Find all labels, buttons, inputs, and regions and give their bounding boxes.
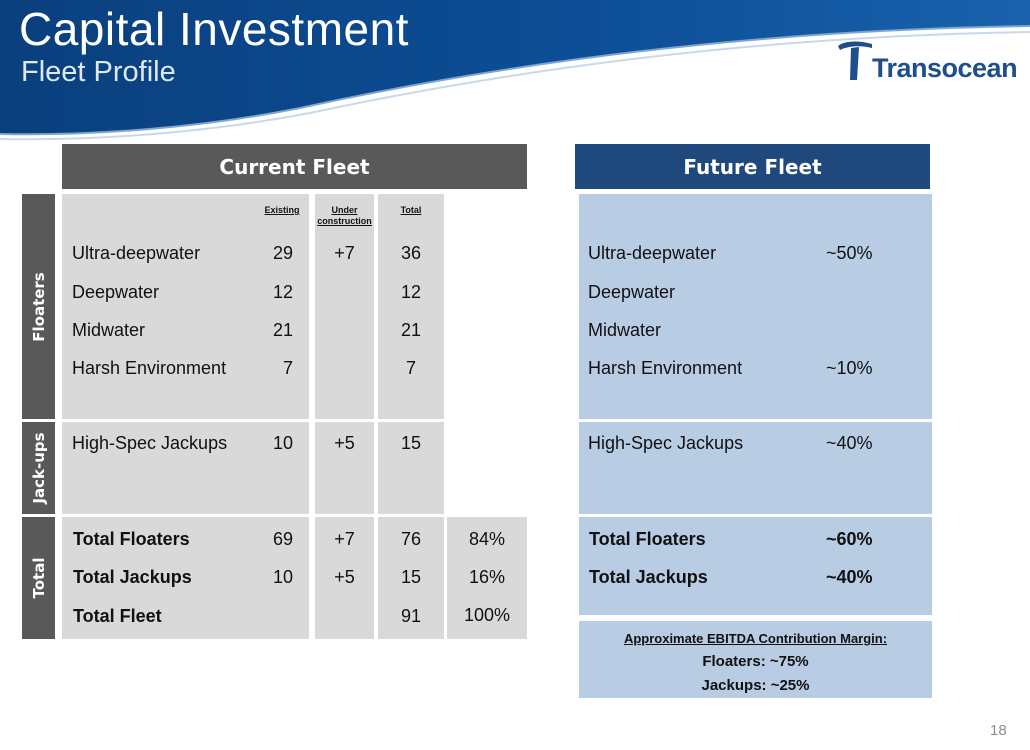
current-row-under: +5 — [334, 433, 355, 453]
future-totals-cell — [579, 517, 932, 615]
current-row-existing: 29 — [272, 243, 293, 263]
current-row-total: 12 — [400, 282, 422, 302]
floaters-section-label: Floaters — [22, 194, 55, 419]
logo-wordmark: Transocean — [872, 53, 1018, 83]
current-row-under: +7 — [334, 243, 355, 263]
current-total-label: Total Floaters — [73, 529, 190, 549]
current-total-pct: 100% — [463, 605, 511, 625]
current-row-label: Ultra-deepwater — [72, 243, 201, 263]
ebitda-floaters: Floaters: ~75% — [702, 653, 809, 670]
future-row-value: ~10% — [826, 358, 873, 378]
current-total-under: +5 — [334, 567, 355, 587]
future-row-label: Ultra-deepwater — [588, 243, 717, 263]
current-row-existing: 21 — [272, 320, 293, 340]
future-row-label: Midwater — [588, 320, 662, 340]
current-row-total: 15 — [400, 433, 422, 453]
current-row-label: Midwater — [72, 320, 146, 340]
page-title: Capital Investment — [19, 3, 409, 55]
page-number: 18 — [990, 722, 1007, 739]
current-total-label: Total Jackups — [73, 567, 192, 587]
future-total-label: Total Jackups — [589, 567, 708, 587]
current-total-existing: 69 — [272, 529, 293, 549]
current-jackups-under-cell — [315, 422, 374, 514]
current-floaters-total-cell — [378, 194, 444, 419]
future-jackups-cell — [579, 422, 932, 514]
current-row-existing: 12 — [272, 282, 293, 302]
total-section-label: Total — [22, 517, 55, 639]
current-totals-label-cell — [62, 517, 309, 639]
future-row-label: Harsh Environment — [588, 358, 743, 378]
current-total-total: 15 — [400, 567, 422, 587]
current-row-total: 36 — [400, 243, 422, 263]
current-total-pct: 84% — [468, 529, 506, 549]
current-total-total: 91 — [400, 606, 422, 626]
future-fleet-header: Future Fleet — [575, 144, 930, 189]
future-total-label: Total Floaters — [589, 529, 706, 549]
current-totals-under-cell — [315, 517, 374, 639]
current-row-total: 21 — [400, 320, 422, 340]
current-row-total: 7 — [405, 358, 416, 378]
col-header-existing: Existing — [264, 205, 300, 215]
future-row-label: Deepwater — [588, 282, 676, 302]
current-floaters-under-cell — [315, 194, 374, 419]
future-row-value: ~50% — [826, 243, 873, 263]
header-wave-shape — [0, 0, 1030, 141]
current-row-label: High-Spec Jackups — [72, 433, 228, 453]
current-total-existing: 10 — [272, 567, 293, 587]
current-totals-pct-cell — [447, 517, 527, 639]
current-total-pct: 16% — [468, 567, 506, 587]
current-floaters-label-cell — [62, 194, 309, 419]
current-total-label: Total Fleet — [73, 606, 162, 626]
future-row-label: High-Spec Jackups — [588, 433, 744, 453]
future-row-value: ~40% — [826, 433, 873, 453]
page-subtitle: Fleet Profile — [21, 56, 176, 88]
ebitda-jackups: Jackups: ~25% — [701, 677, 810, 694]
col-header-total: Total — [400, 205, 422, 215]
future-total-value: ~40% — [826, 567, 873, 587]
slide-header: Capital Investment Fleet Profile — [0, 0, 1030, 150]
current-jackups-label-cell — [62, 422, 309, 514]
jackups-section-label: Jack-ups — [22, 422, 55, 514]
ebitda-title: Approximate EBITDA Contribution Margin: — [623, 631, 888, 646]
col-header-under-construction: Under construction — [317, 205, 372, 226]
future-total-value: ~60% — [826, 529, 873, 549]
current-total-total: 76 — [400, 529, 422, 549]
current-total-under: +7 — [334, 529, 355, 549]
current-jackups-total-cell — [378, 422, 444, 514]
current-row-existing: 7 — [282, 358, 293, 378]
current-row-label: Deepwater — [72, 282, 160, 302]
future-floaters-cell — [579, 194, 932, 419]
current-row-label: Harsh Environment — [72, 358, 227, 378]
current-fleet-header: Current Fleet — [62, 144, 527, 189]
current-row-existing: 10 — [272, 433, 293, 453]
ebitda-cell — [579, 621, 932, 698]
current-totals-total-cell — [378, 517, 444, 639]
transocean-logo: Transocean — [836, 40, 1021, 84]
transocean-logo-icon — [838, 41, 872, 80]
